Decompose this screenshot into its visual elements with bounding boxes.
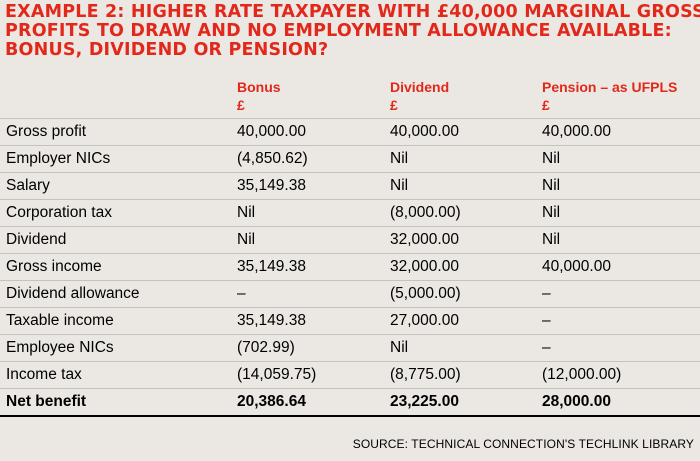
column-header-label: Pension – as UFPLS [542,79,678,95]
row-label: Income tax [6,366,82,383]
table-row: Salary 35,149.38 Nil Nil [0,173,700,200]
column-header-unit: £ [542,97,550,113]
column-header-pension: Pension – as UFPLS £ [542,78,677,114]
table-row: Gross profit 40,000.00 40,000.00 40,000.… [0,119,700,146]
row-label: Gross income [6,258,102,275]
dividend-value: (5,000.00) [390,285,461,302]
column-header-unit: £ [237,97,245,113]
pension-value: – [542,339,551,356]
row-label: Employer NICs [6,150,111,167]
pension-value: Nil [542,231,561,248]
pension-value: Nil [542,204,561,221]
column-header-label: Dividend [390,79,450,95]
table-header-row: Bonus £ Dividend £ Pension – as UFPLS £ [0,72,700,119]
column-header-label: Bonus [237,79,281,95]
column-header-unit: £ [390,97,398,113]
column-header-dividend: Dividend £ [390,78,449,114]
row-label: Taxable income [6,312,114,329]
row-label: Corporation tax [6,204,112,221]
row-label: Dividend [6,231,67,248]
dividend-value: 27,000.00 [390,312,459,329]
pension-value: 40,000.00 [542,123,611,140]
table-row: Employer NICs (4,850.62) Nil Nil [0,146,700,173]
bonus-value: 35,149.38 [237,312,306,329]
bonus-value: Nil [237,231,256,248]
title-line: PROFITS TO DRAW AND NO EMPLOYMENT ALLOWA… [5,21,672,41]
table-row: Employee NICs (702.99) Nil – [0,335,700,362]
row-label: Dividend allowance [6,285,140,302]
source-caption: SOURCE: TECHNICAL CONNECTION'S TECHLINK … [352,437,694,451]
table-row: Income tax (14,059.75) (8,775.00) (12,00… [0,362,700,389]
bonus-value: 35,149.38 [237,258,306,275]
row-label: Net benefit [6,393,87,410]
title-line: EXAMPLE 2: HIGHER RATE TAXPAYER WITH £40… [5,2,700,22]
net-benefit-row: Net benefit 20,386.64 23,225.00 28,000.0… [0,389,700,417]
row-label: Employee NICs [6,339,114,356]
table-row: Taxable income 35,149.38 27,000.00 – [0,308,700,335]
bonus-value: – [237,285,246,302]
bonus-value: (702.99) [237,339,295,356]
dividend-value: Nil [390,339,409,356]
dividend-value: Nil [390,177,409,194]
pension-value: (12,000.00) [542,366,622,383]
table-row: Corporation tax Nil (8,000.00) Nil [0,200,700,227]
dividend-value: 32,000.00 [390,258,459,275]
dividend-value: (8,000.00) [390,204,461,221]
bonus-value: 20,386.64 [237,393,306,410]
comparison-table: Bonus £ Dividend £ Pension – as UFPLS £ … [0,72,700,417]
table-row: Gross income 35,149.38 32,000.00 40,000.… [0,254,700,281]
row-label: Salary [6,177,50,194]
dividend-value: 32,000.00 [390,231,459,248]
dividend-value: 23,225.00 [390,393,459,410]
dividend-value: 40,000.00 [390,123,459,140]
dividend-value: (8,775.00) [390,366,461,383]
dividend-value: Nil [390,150,409,167]
bonus-value: 35,149.38 [237,177,306,194]
pension-value: – [542,312,551,329]
bonus-value: (14,059.75) [237,366,317,383]
pension-value: 28,000.00 [542,393,611,410]
title-line: BONUS, DIVIDEND OR PENSION? [5,40,329,60]
bonus-value: (4,850.62) [237,150,308,167]
pension-value: Nil [542,150,561,167]
bonus-value: 40,000.00 [237,123,306,140]
column-header-bonus: Bonus £ [237,78,281,114]
table-row: Dividend allowance – (5,000.00) – [0,281,700,308]
row-label: Gross profit [6,123,87,140]
table-row: Dividend Nil 32,000.00 Nil [0,227,700,254]
bonus-value: Nil [237,204,256,221]
pension-value: Nil [542,177,561,194]
pension-value: – [542,285,551,302]
table-title: EXAMPLE 2: HIGHER RATE TAXPAYER WITH £40… [5,2,700,60]
pension-value: 40,000.00 [542,258,611,275]
